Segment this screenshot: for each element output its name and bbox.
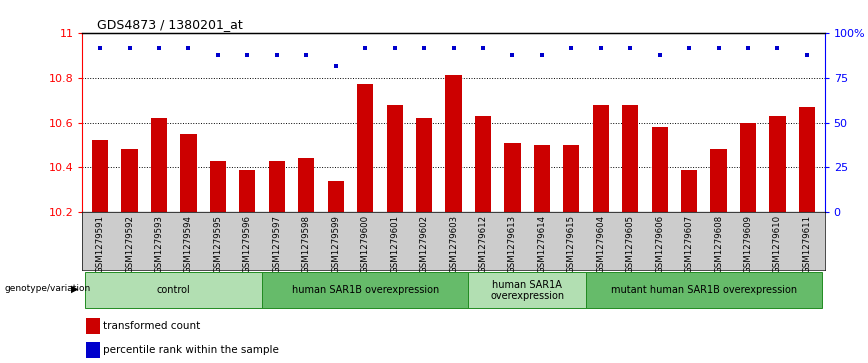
- Text: GSM1279609: GSM1279609: [744, 215, 753, 273]
- Bar: [122, 150, 138, 212]
- Bar: [586, 272, 822, 309]
- Bar: [652, 127, 667, 212]
- Text: ▶: ▶: [71, 284, 78, 293]
- Text: GSM1279597: GSM1279597: [273, 215, 281, 273]
- Bar: [563, 145, 580, 212]
- Text: genotype/variation: genotype/variation: [4, 284, 90, 293]
- Text: GSM1279594: GSM1279594: [184, 215, 193, 273]
- Text: GSM1279601: GSM1279601: [390, 215, 399, 273]
- Point: [122, 45, 136, 51]
- Bar: [86, 342, 100, 358]
- Text: GSM1279613: GSM1279613: [508, 215, 517, 273]
- Text: human SAR1B overexpression: human SAR1B overexpression: [292, 285, 439, 295]
- Text: GSM1279611: GSM1279611: [802, 215, 812, 273]
- Bar: [386, 105, 403, 212]
- Point: [712, 45, 726, 51]
- Point: [358, 45, 372, 51]
- Bar: [534, 145, 550, 212]
- Bar: [85, 272, 262, 309]
- Bar: [681, 170, 697, 212]
- Text: GSM1279614: GSM1279614: [537, 215, 546, 273]
- Point: [211, 52, 225, 58]
- Text: GSM1279605: GSM1279605: [626, 215, 635, 273]
- Text: GSM1279595: GSM1279595: [214, 215, 222, 273]
- Text: GSM1279596: GSM1279596: [243, 215, 252, 273]
- Bar: [622, 105, 638, 212]
- Text: mutant human SAR1B overexpression: mutant human SAR1B overexpression: [611, 285, 797, 295]
- Point: [476, 45, 490, 51]
- Text: GSM1279600: GSM1279600: [361, 215, 370, 273]
- Text: GSM1279602: GSM1279602: [419, 215, 429, 273]
- Text: control: control: [157, 285, 191, 295]
- Bar: [86, 318, 100, 334]
- Point: [152, 45, 166, 51]
- Bar: [593, 105, 608, 212]
- Point: [181, 45, 195, 51]
- Text: GSM1279599: GSM1279599: [332, 215, 340, 273]
- Bar: [240, 170, 255, 212]
- Text: percentile rank within the sample: percentile rank within the sample: [103, 345, 279, 355]
- Text: GSM1279606: GSM1279606: [655, 215, 664, 273]
- Point: [270, 52, 284, 58]
- Bar: [740, 123, 756, 212]
- Text: GSM1279612: GSM1279612: [478, 215, 488, 273]
- Point: [623, 45, 637, 51]
- Point: [299, 52, 313, 58]
- Point: [771, 45, 785, 51]
- Point: [240, 52, 254, 58]
- Bar: [299, 159, 314, 212]
- Text: GSM1279604: GSM1279604: [596, 215, 605, 273]
- Point: [682, 45, 696, 51]
- Text: GSM1279592: GSM1279592: [125, 215, 134, 273]
- Point: [505, 52, 519, 58]
- Bar: [181, 134, 196, 212]
- Text: transformed count: transformed count: [103, 321, 201, 331]
- Point: [741, 45, 755, 51]
- Bar: [357, 84, 373, 212]
- Bar: [151, 118, 168, 212]
- Text: GSM1279603: GSM1279603: [449, 215, 458, 273]
- Text: GSM1279598: GSM1279598: [302, 215, 311, 273]
- Point: [653, 52, 667, 58]
- Text: GSM1279593: GSM1279593: [155, 215, 163, 273]
- Bar: [504, 143, 521, 212]
- Point: [594, 45, 608, 51]
- Text: GSM1279615: GSM1279615: [567, 215, 575, 273]
- Bar: [269, 161, 285, 212]
- Text: GSM1279607: GSM1279607: [685, 215, 694, 273]
- Text: human SAR1A
overexpression: human SAR1A overexpression: [490, 280, 564, 301]
- Bar: [799, 107, 815, 212]
- Point: [564, 45, 578, 51]
- Point: [388, 45, 402, 51]
- Bar: [475, 116, 491, 212]
- Bar: [262, 272, 468, 309]
- Text: GSM1279610: GSM1279610: [773, 215, 782, 273]
- Point: [329, 64, 343, 69]
- Bar: [327, 181, 344, 212]
- Text: GSM1279608: GSM1279608: [714, 215, 723, 273]
- Bar: [468, 272, 586, 309]
- Bar: [416, 118, 432, 212]
- Point: [418, 45, 431, 51]
- Point: [535, 52, 549, 58]
- Bar: [92, 140, 108, 212]
- Bar: [711, 150, 727, 212]
- Bar: [769, 116, 786, 212]
- Text: GDS4873 / 1380201_at: GDS4873 / 1380201_at: [97, 19, 243, 32]
- Point: [446, 45, 460, 51]
- Bar: [445, 76, 462, 212]
- Bar: [210, 161, 226, 212]
- Text: GSM1279591: GSM1279591: [95, 215, 105, 273]
- Point: [93, 45, 107, 51]
- Point: [800, 52, 814, 58]
